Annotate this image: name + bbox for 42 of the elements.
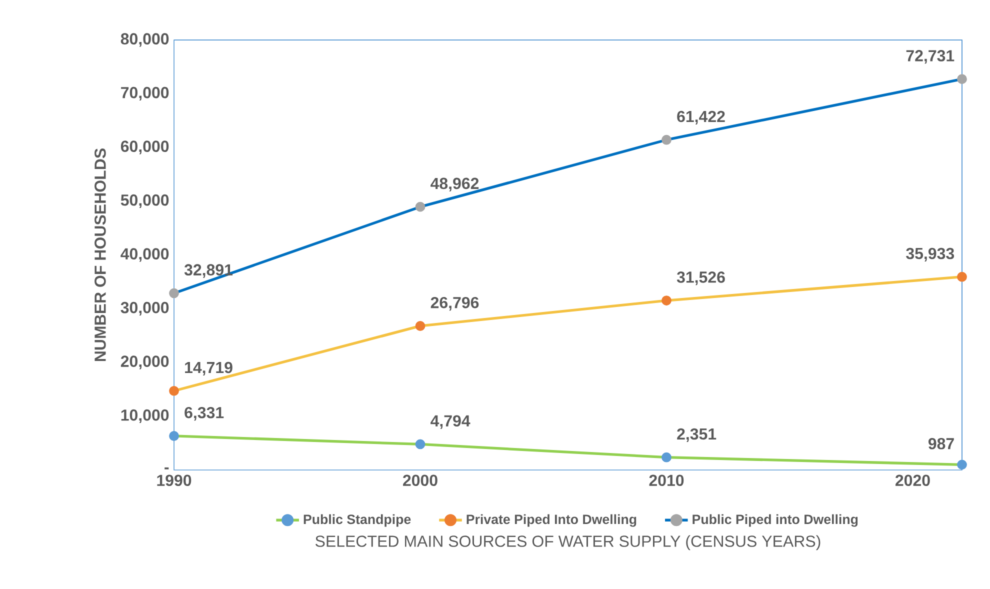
point [957, 74, 967, 84]
data-label: 26,796 [430, 296, 479, 311]
y-tick-label: 70,000 [121, 86, 169, 101]
data-label: 31,526 [676, 272, 725, 286]
data-label: 14,719 [185, 362, 232, 376]
point [415, 202, 426, 212]
data-label: 987 [928, 438, 954, 450]
legend-label: Public Piped into Dwelling [692, 514, 858, 527]
x-tick-label: 2000 [403, 474, 438, 486]
data-label: 2,351 [677, 428, 716, 442]
point [662, 452, 672, 462]
y-tick-label: 60,000 [120, 140, 169, 154]
data-label: 32,891 [184, 264, 233, 278]
point [957, 272, 967, 282]
data-label: 48,962 [430, 178, 479, 192]
point [169, 386, 179, 396]
point [169, 431, 179, 441]
y-tick-label: 10,000 [121, 409, 169, 424]
legend-label: Private Piped Into Dwelling [466, 514, 636, 527]
data-label: 35,933 [906, 248, 954, 262]
data-label: 4,794 [430, 415, 470, 429]
data-label: 61,422 [677, 110, 725, 124]
point [957, 460, 967, 470]
x-tick-label: 2020 [896, 474, 930, 486]
x-tick-label: 1990 [157, 474, 192, 486]
point [415, 439, 426, 450]
point [169, 288, 179, 298]
point [662, 296, 672, 306]
y-tick-label: 40,000 [120, 248, 169, 262]
x-tick-label: 2010 [649, 474, 684, 486]
data-label: 6,331 [184, 406, 224, 421]
y-axis-title: NUMBER OF HOUSEHOLDS [94, 148, 106, 362]
point [415, 321, 426, 331]
y-tick-label: - [164, 467, 169, 470]
y-tick-label: 20,000 [120, 356, 169, 370]
legend-label: Public Standpipe [304, 514, 411, 527]
point [662, 134, 672, 145]
y-tick-label: 30,000 [120, 302, 169, 316]
y-tick-label: 80,000 [120, 33, 169, 47]
x-axis-title: SELECTED MAIN SOURCES OF WATER SUPPLY (CENSUS YEARS) [316, 535, 820, 550]
data-label: 72,731 [906, 50, 954, 64]
y-tick-label: 50,000 [120, 194, 169, 208]
